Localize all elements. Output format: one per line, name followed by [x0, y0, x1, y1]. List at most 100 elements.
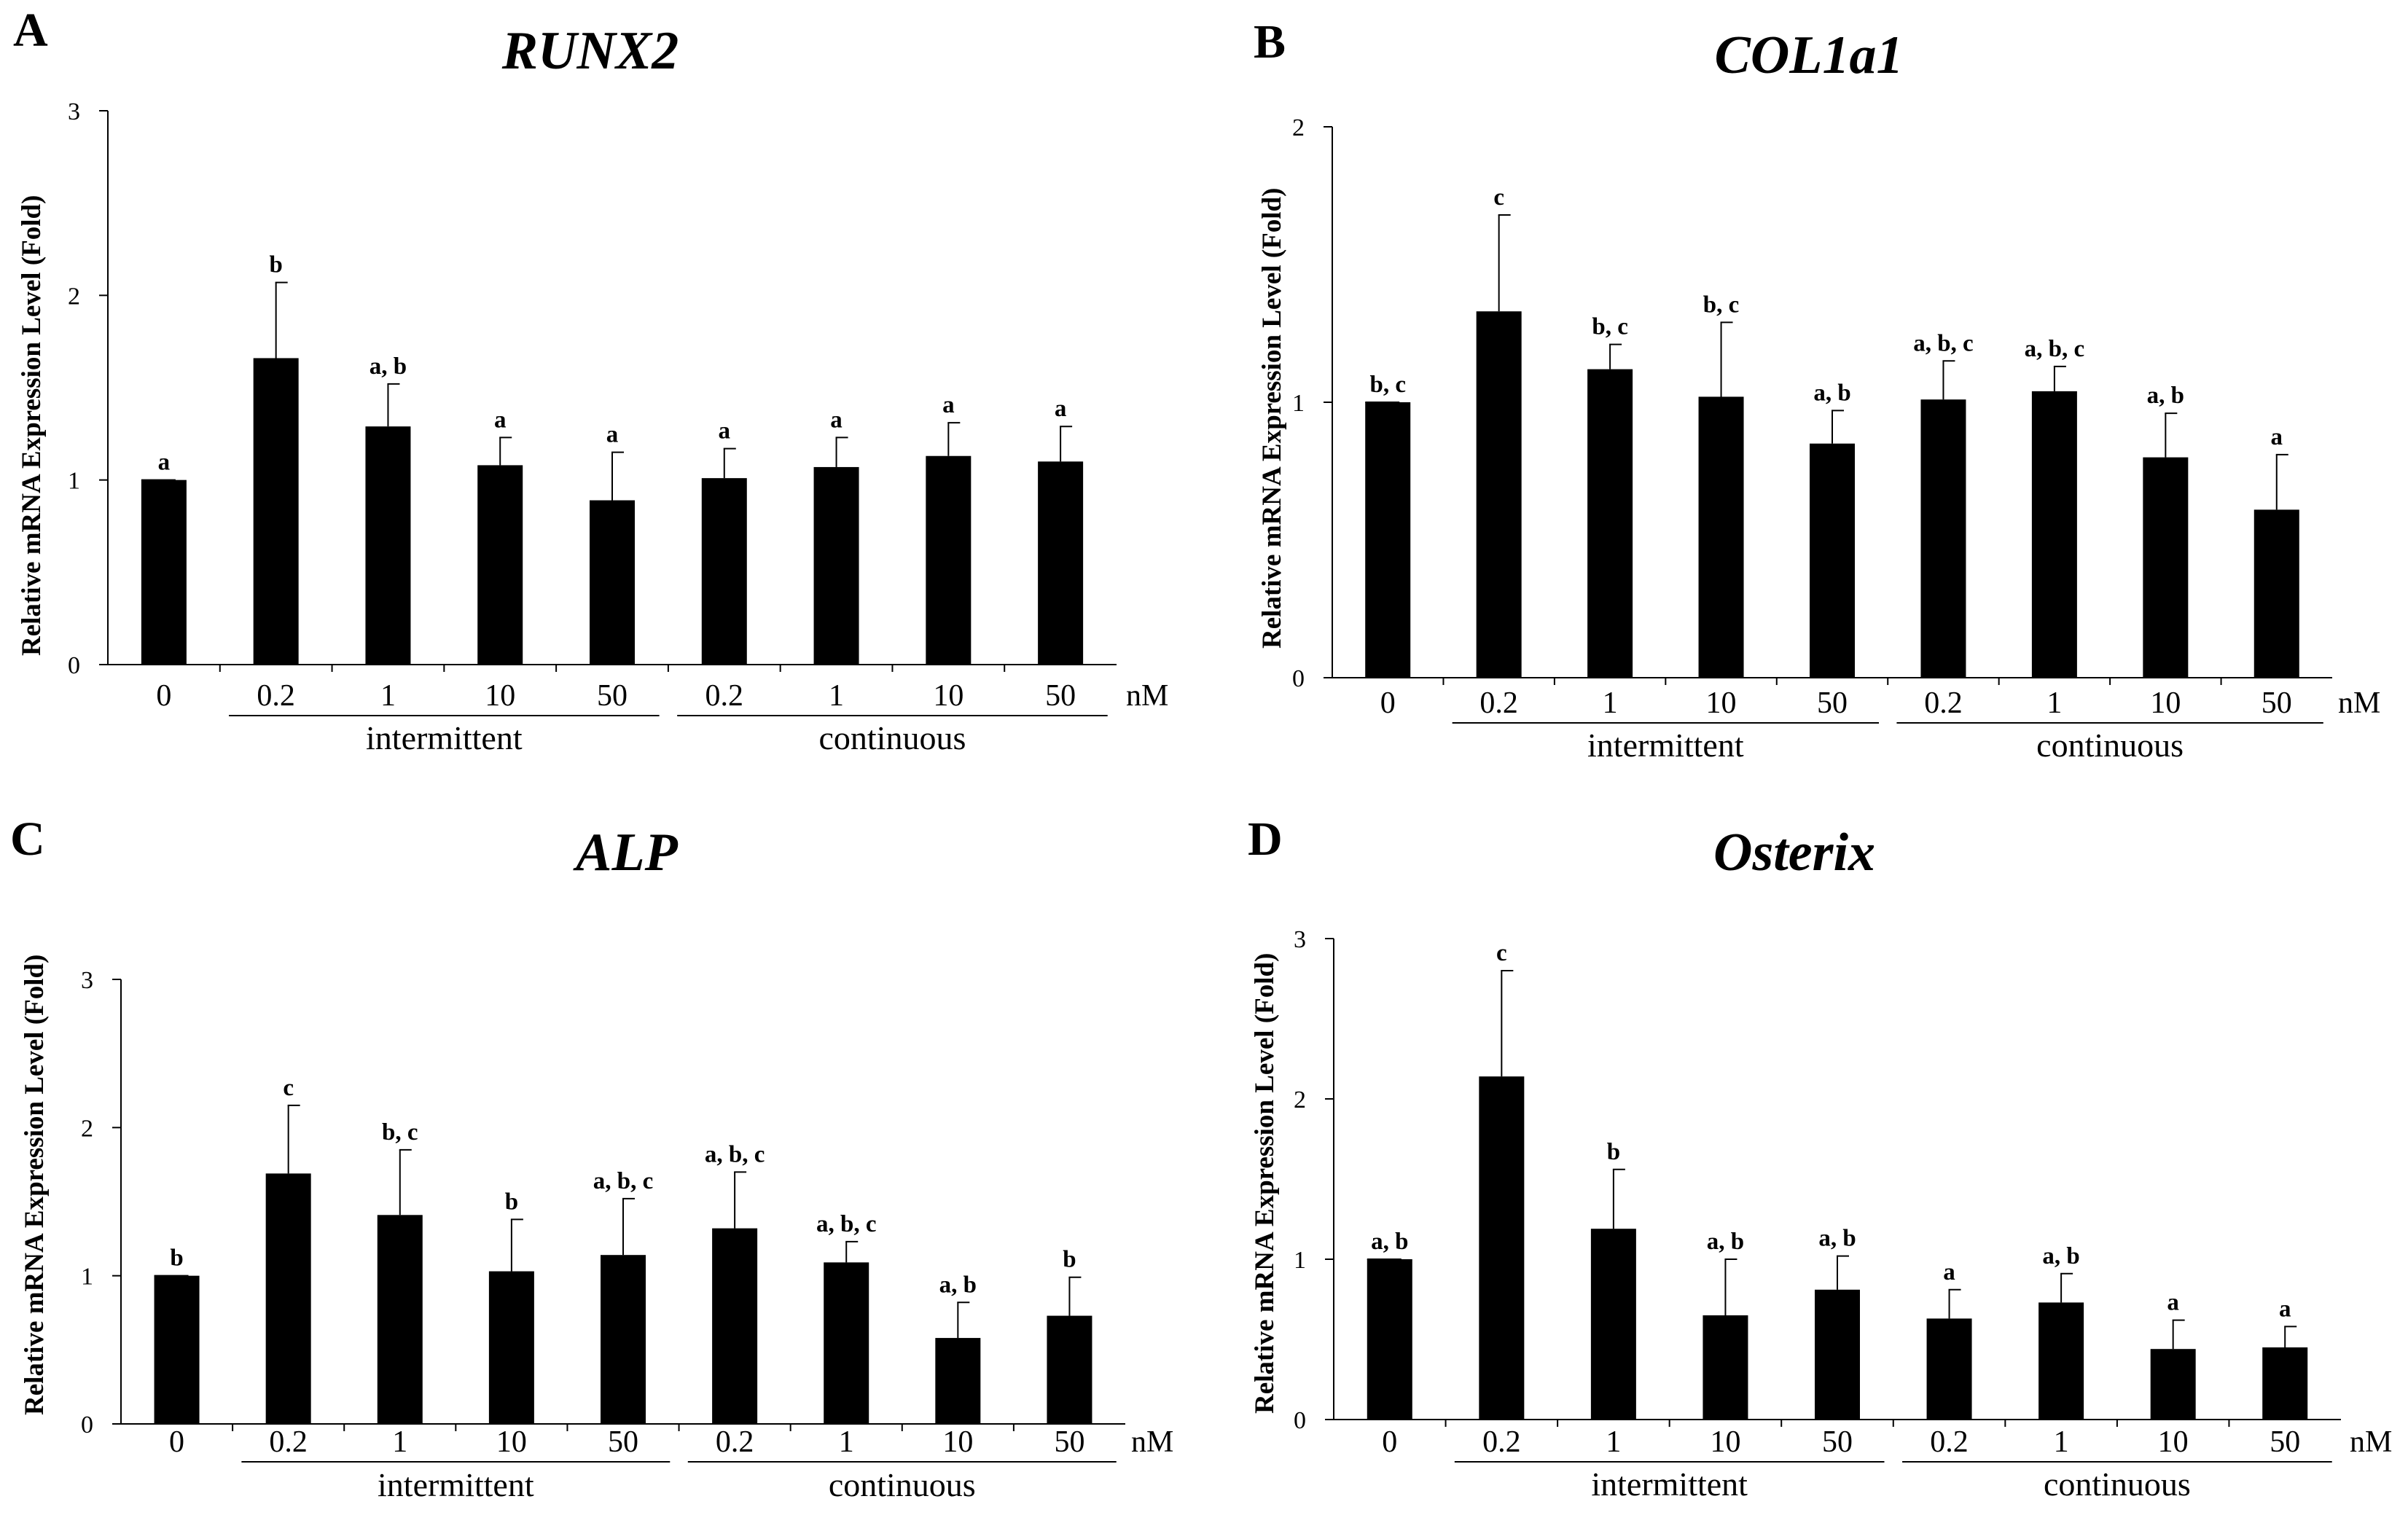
significance-label: a, b: [370, 353, 407, 380]
x-tick-label: 0.2: [257, 679, 295, 713]
significance-label: c: [1493, 184, 1504, 211]
x-tick-label: 1: [380, 679, 396, 713]
bar: [935, 1338, 981, 1424]
bar-chart-svg: 0 1 2 b, c 0 c 0.2 b, c 1 b, c 10 a, b 50 a, b, c 0.2 a…: [1292, 114, 2380, 757]
bar: [712, 1228, 758, 1424]
significance-label: a: [158, 450, 171, 476]
significance-label: a, b: [1707, 1229, 1744, 1255]
y-tick-label: 1: [1294, 1247, 1306, 1274]
bar-chart-svg: 0 1 2 3 b 0 c 0.2 b, c 1 b 10 a, b, c 50 a, b, c 0.2 a, …: [81, 967, 1173, 1503]
chart-title: ALP: [576, 823, 678, 882]
x-unit-label: nM: [2350, 1425, 2392, 1459]
x-tick-label: 10: [2150, 686, 2181, 720]
bar: [926, 455, 972, 665]
significance-label: a, b: [1813, 380, 1850, 406]
y-tick-label: 2: [81, 1115, 93, 1142]
bar: [365, 426, 411, 665]
significance-label: a: [2271, 424, 2283, 450]
x-unit-label: nM: [1131, 1425, 1173, 1459]
significance-label: a: [830, 407, 843, 433]
significance-label: a: [719, 418, 731, 445]
bar: [1476, 311, 1522, 678]
y-tick-label: 3: [68, 98, 80, 125]
significance-label: b, c: [1592, 314, 1628, 340]
bar: [590, 500, 635, 665]
bar: [488, 1271, 534, 1424]
bar: [1810, 443, 1855, 678]
significance-label: a, b, c: [816, 1211, 877, 1237]
chart-panel-c: C ALP Relative mRNA Expression Level (Fo…: [0, 758, 1204, 1515]
x-tick-label: 1: [2054, 1425, 2069, 1459]
bar: [1815, 1289, 1860, 1420]
x-tick-label: 1: [392, 1425, 407, 1459]
bar: [2143, 457, 2189, 678]
significance-label: c: [283, 1075, 294, 1101]
group-label: intermittent: [1591, 1465, 1748, 1503]
x-tick-label: 0: [169, 1425, 184, 1459]
group-label: intermittent: [366, 719, 523, 756]
group-label: intermittent: [378, 1466, 534, 1503]
bar: [477, 465, 523, 665]
significance-label: a, b: [2042, 1243, 2079, 1269]
significance-label: a, b, c: [2025, 336, 2085, 362]
x-tick-label: 0: [156, 679, 171, 713]
x-tick-label: 10: [2158, 1425, 2189, 1459]
x-tick-label: 0.2: [1479, 686, 1518, 720]
x-tick-label: 1: [829, 679, 844, 713]
significance-label: c: [1496, 940, 1507, 966]
bar: [813, 466, 859, 665]
x-unit-label: nM: [2338, 686, 2380, 720]
y-tick-label: 1: [81, 1264, 93, 1291]
panel-label: C: [10, 813, 45, 866]
bar: [1367, 1259, 1412, 1420]
bar: [1920, 399, 1966, 678]
bar: [154, 1275, 200, 1424]
chart-panel-b: B COL1a1 Relative mRNA Expression Level …: [1204, 0, 2408, 757]
significance-label: b: [1063, 1247, 1076, 1273]
x-tick-label: 0.2: [1482, 1425, 1520, 1459]
y-tick-label: 0: [1292, 665, 1305, 692]
y-tick-label: 3: [1294, 926, 1306, 953]
significance-label: b, c: [1369, 372, 1406, 398]
significance-label: a, b: [939, 1272, 977, 1298]
x-tick-label: 0: [1380, 686, 1396, 720]
bar: [1703, 1315, 1748, 1420]
significance-label: a: [2167, 1290, 2179, 1316]
significance-label: a: [494, 407, 507, 433]
chart-title: RUNX2: [501, 21, 679, 81]
bar: [1698, 396, 1744, 678]
bar: [601, 1255, 646, 1424]
bar: [1047, 1315, 1092, 1424]
x-tick-label: 50: [2270, 1425, 2300, 1459]
bar: [1926, 1318, 1972, 1420]
significance-label: a: [2279, 1296, 2291, 1322]
x-tick-label: 0.2: [705, 679, 744, 713]
significance-label: a, b: [2147, 383, 2184, 409]
y-tick-label: 1: [68, 468, 80, 495]
x-unit-label: nM: [1126, 679, 1168, 713]
x-tick-label: 1: [1606, 1425, 1621, 1459]
x-tick-label: 0.2: [716, 1425, 754, 1459]
panel-label: B: [1254, 15, 1286, 68]
significance-label: b, c: [1703, 291, 1740, 318]
significance-label: b: [170, 1245, 183, 1272]
chart-panel-d: D Osterix Relative mRNA Expression Level…: [1204, 758, 2408, 1515]
y-tick-label: 1: [1292, 390, 1305, 417]
chart-title: Osterix: [1713, 823, 1875, 882]
bar: [377, 1215, 423, 1424]
bar: [265, 1173, 311, 1424]
group-label: continuous: [2036, 727, 2184, 757]
bar: [141, 479, 187, 665]
group-label: continuous: [2044, 1465, 2191, 1503]
bar: [253, 358, 299, 665]
significance-label: a, b, c: [705, 1141, 765, 1167]
chart-panel-a: A RUNX2 Relative mRNA Expression Level (…: [0, 0, 1204, 757]
x-tick-label: 1: [1603, 686, 1618, 720]
group-label: intermittent: [1587, 727, 1744, 757]
significance-label: b: [269, 252, 282, 278]
significance-label: a, b, c: [593, 1168, 654, 1194]
x-tick-label: 50: [1822, 1425, 1853, 1459]
y-tick-label: 2: [68, 283, 80, 310]
x-tick-label: 0: [1382, 1425, 1397, 1459]
significance-label: a: [942, 392, 955, 418]
